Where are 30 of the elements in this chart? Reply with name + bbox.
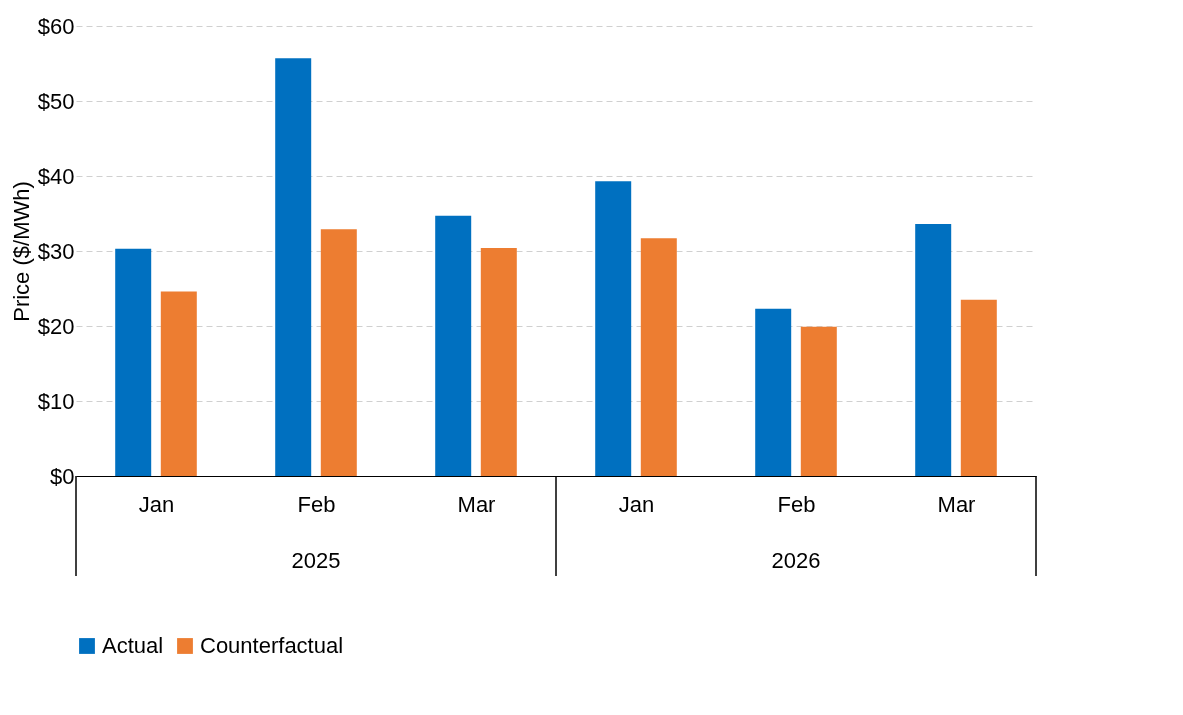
- y-tick-label: $20: [37, 313, 75, 339]
- bar: [915, 224, 952, 476]
- bar: [435, 215, 472, 476]
- y-tick-label: $50: [37, 88, 75, 114]
- text: 2025: [291, 548, 341, 573]
- text: 2026: [771, 548, 821, 573]
- x-tick-label: Feb: [777, 491, 816, 517]
- bar: [800, 326, 837, 476]
- y-axis-title: Price ($/MWh): [8, 181, 34, 322]
- legend-label: Counterfactual: [200, 633, 344, 658]
- y-tick-label: $0: [50, 463, 75, 489]
- y-tick-label: $60: [37, 13, 75, 39]
- y-tick-label: $10: [37, 388, 75, 414]
- bar: [320, 229, 357, 476]
- x-tick-label: Jan: [138, 491, 175, 517]
- bar: [755, 308, 792, 476]
- x-tick-label: Mar: [937, 491, 976, 517]
- bar: [115, 248, 152, 476]
- x-tick-label: Jan: [618, 491, 655, 517]
- bar: [640, 238, 677, 476]
- bar: [595, 181, 632, 476]
- bar: [160, 291, 197, 476]
- x-tick-label: Mar: [457, 491, 496, 517]
- y-tick-label: $40: [37, 163, 75, 189]
- x-tick-label: Feb: [297, 491, 336, 517]
- bar: [480, 248, 517, 476]
- bar: [275, 58, 312, 476]
- y-tick-label: $30: [37, 238, 75, 264]
- bar: [960, 299, 997, 476]
- legend-label: Actual: [102, 633, 164, 658]
